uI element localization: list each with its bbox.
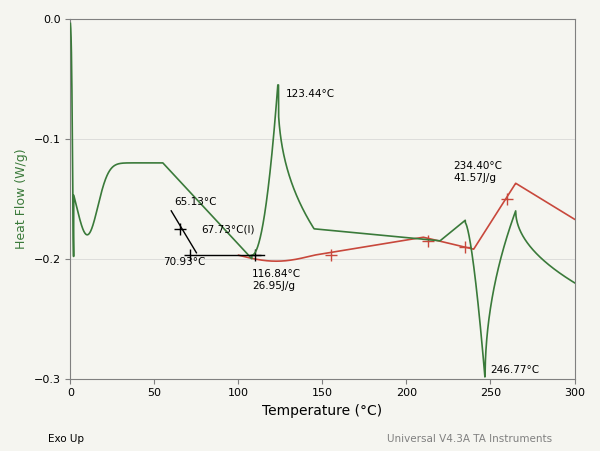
- Text: 70.93°C: 70.93°C: [163, 257, 205, 267]
- X-axis label: Temperature (°C): Temperature (°C): [262, 404, 383, 418]
- Text: Universal V4.3A TA Instruments: Universal V4.3A TA Instruments: [387, 434, 552, 444]
- Y-axis label: Heat Flow (W/g): Heat Flow (W/g): [15, 148, 28, 249]
- Text: 234.40°C
41.57J/g: 234.40°C 41.57J/g: [454, 161, 503, 183]
- Text: 246.77°C: 246.77°C: [490, 365, 539, 375]
- Text: 67.73°C(I): 67.73°C(I): [202, 225, 255, 235]
- Text: 116.84°C
26.95J/g: 116.84°C 26.95J/g: [252, 269, 301, 291]
- Text: 65.13°C: 65.13°C: [175, 197, 217, 207]
- Text: Exo Up: Exo Up: [48, 434, 84, 444]
- Text: 123.44°C: 123.44°C: [286, 89, 335, 99]
